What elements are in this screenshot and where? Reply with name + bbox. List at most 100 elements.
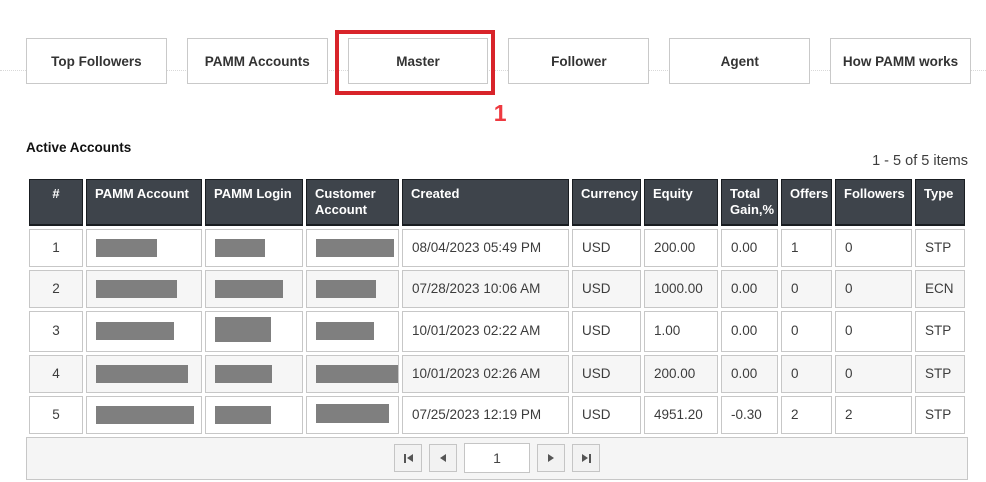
cell-pamm-login	[205, 228, 303, 267]
cell-type: STP	[915, 228, 965, 267]
cell-offers: 2	[781, 395, 832, 434]
cell-type: ECN	[915, 269, 965, 308]
cell-customer-account	[306, 269, 399, 308]
cell-total-gain: 0.00	[721, 228, 778, 267]
cell-type: STP	[915, 354, 965, 393]
redacted-customer-account	[316, 364, 398, 383]
first-page-button[interactable]	[394, 444, 422, 472]
next-page-icon	[548, 454, 554, 462]
cell-equity: 200.00	[644, 228, 718, 267]
tab-how-pamm-works[interactable]: How PAMM works	[830, 38, 971, 84]
table-row: 4 10/01/2023 02:26 AM USD 200.00 0.00 0 …	[29, 354, 965, 393]
cell-created: 08/04/2023 05:49 PM	[402, 228, 569, 267]
tab-master[interactable]: Master	[347, 38, 489, 84]
cell-offers: 0	[781, 269, 832, 308]
col-header-customer-account: Customer Account	[306, 179, 399, 226]
cell-followers: 0	[835, 354, 912, 393]
cell-followers: 0	[835, 310, 912, 352]
next-page-button[interactable]	[537, 444, 565, 472]
redacted-pamm-login	[215, 405, 271, 424]
cell-pamm-login	[205, 354, 303, 393]
cell-followers: 0	[835, 269, 912, 308]
cell-customer-account	[306, 354, 399, 393]
redacted-customer-account	[316, 322, 374, 340]
first-page-icon	[403, 453, 406, 463]
cell-followers: 0	[835, 228, 912, 267]
cell-num: 1	[29, 228, 83, 267]
redacted-customer-account	[316, 279, 376, 298]
redacted-pamm-account	[96, 364, 188, 383]
page-number-input[interactable]	[464, 443, 530, 473]
col-header-total-gain: Total Gain,%	[721, 179, 778, 226]
cell-equity: 4951.20	[644, 395, 718, 434]
redacted-customer-account	[316, 403, 389, 423]
cell-type: STP	[915, 310, 965, 352]
cell-pamm-login	[205, 395, 303, 434]
cell-total-gain: 0.00	[721, 310, 778, 352]
tab-pamm-accounts[interactable]: PAMM Accounts	[186, 38, 328, 84]
tab-wrap-pamm-accounts: PAMM Accounts	[186, 38, 328, 84]
tab-top-followers[interactable]: Top Followers	[26, 38, 167, 84]
tab-wrap-top-followers: Top Followers	[26, 38, 167, 84]
last-page-icon	[581, 454, 588, 462]
cell-pamm-login	[205, 269, 303, 308]
tab-wrap-how-pamm-works: How PAMM works	[830, 38, 971, 84]
redacted-pamm-login	[215, 364, 272, 383]
table-row: 3 10/01/2023 02:22 AM USD 1.00 0.00 0 0 …	[29, 310, 965, 352]
col-header-pamm-account: PAMM Account	[86, 179, 202, 226]
accounts-table: # PAMM Account PAMM Login Customer Accou…	[26, 176, 968, 437]
col-header-currency: Currency	[572, 179, 641, 226]
cell-currency: USD	[572, 395, 641, 434]
cell-equity: 200.00	[644, 354, 718, 393]
table-header-row: # PAMM Account PAMM Login Customer Accou…	[29, 179, 965, 226]
cell-total-gain: 0.00	[721, 354, 778, 393]
cell-total-gain: 0.00	[721, 269, 778, 308]
cell-pamm-account	[86, 310, 202, 352]
cell-pamm-account	[86, 354, 202, 393]
cell-type: STP	[915, 395, 965, 434]
redacted-pamm-account	[96, 238, 157, 257]
cell-created: 07/25/2023 12:19 PM	[402, 395, 569, 434]
col-header-equity: Equity	[644, 179, 718, 226]
table-row: 1 08/04/2023 05:49 PM USD 200.00 0.00 1 …	[29, 228, 965, 267]
tab-wrap-follower: Follower	[508, 38, 650, 84]
redacted-pamm-account	[96, 405, 194, 424]
cell-offers: 0	[781, 310, 832, 352]
cell-num: 5	[29, 395, 83, 434]
cell-currency: USD	[572, 354, 641, 393]
last-page-button[interactable]	[572, 444, 600, 472]
previous-page-button[interactable]	[429, 444, 457, 472]
page-title: Active Accounts	[26, 140, 132, 155]
cell-total-gain: -0.30	[721, 395, 778, 434]
redacted-pamm-login	[215, 238, 265, 257]
col-header-num: #	[29, 179, 83, 226]
cell-num: 4	[29, 354, 83, 393]
cell-created: 07/28/2023 10:06 AM	[402, 269, 569, 308]
table-row: 5 07/25/2023 12:19 PM USD 4951.20 -0.30 …	[29, 395, 965, 434]
tab-agent[interactable]: Agent	[669, 38, 811, 84]
redacted-pamm-account	[96, 279, 177, 298]
redacted-pamm-login	[215, 279, 283, 298]
cell-customer-account	[306, 310, 399, 352]
section-header: Active Accounts 1 - 5 of 5 items	[26, 140, 968, 171]
pagination-bar	[26, 436, 968, 480]
tab-follower[interactable]: Follower	[508, 38, 650, 84]
cell-equity: 1000.00	[644, 269, 718, 308]
cell-currency: USD	[572, 269, 641, 308]
cell-pamm-account	[86, 269, 202, 308]
cell-offers: 0	[781, 354, 832, 393]
previous-page-icon	[440, 454, 446, 462]
table-row: 2 07/28/2023 10:06 AM USD 1000.00 0.00 0…	[29, 269, 965, 308]
cell-offers: 1	[781, 228, 832, 267]
cell-currency: USD	[572, 228, 641, 267]
cell-followers: 2	[835, 395, 912, 434]
annotation-number: 1	[493, 100, 507, 126]
tab-wrap-master-highlighted: Master 1	[334, 30, 506, 126]
col-header-type: Type	[915, 179, 965, 226]
cell-customer-account	[306, 395, 399, 434]
redacted-customer-account	[316, 238, 394, 257]
active-accounts-grid: # PAMM Account PAMM Login Customer Accou…	[26, 176, 968, 480]
cell-customer-account	[306, 228, 399, 267]
tab-wrap-agent: Agent	[669, 38, 811, 84]
